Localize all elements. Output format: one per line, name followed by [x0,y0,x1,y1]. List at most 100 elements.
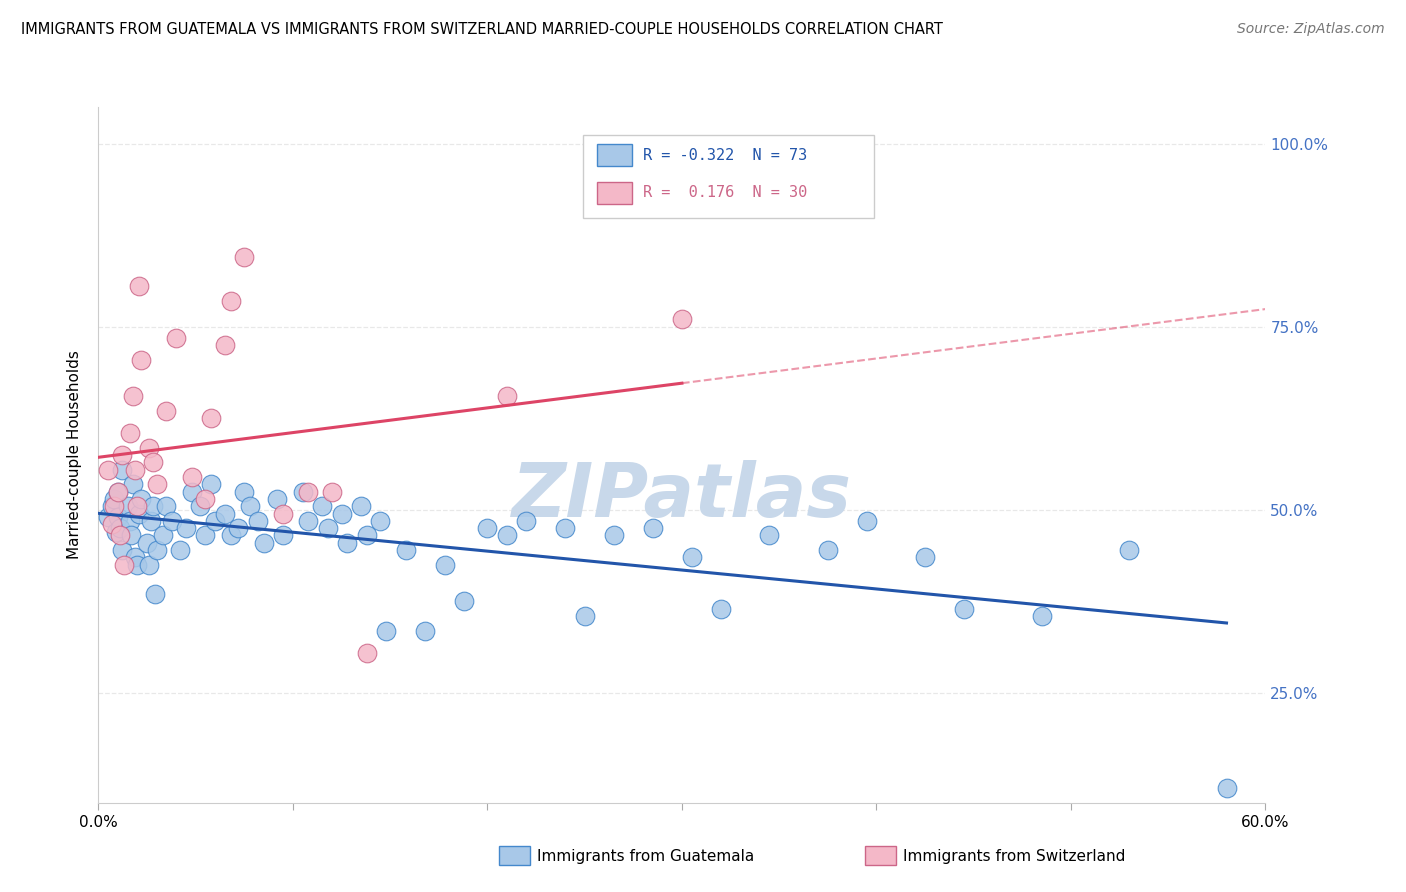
Point [291,484,314,499]
Point [107,510,129,524]
Point [174,521,197,535]
Point [117,499,139,513]
Text: ZIPatlas: ZIPatlas [512,460,852,533]
Point [495,528,517,542]
Point [266,491,288,506]
Point [142,455,165,469]
Point [111,543,134,558]
Point [122,477,145,491]
Point [271,507,294,521]
Point [155,404,177,418]
Point [228,521,250,535]
Point [121,528,143,542]
Point [124,462,146,476]
Point [146,543,169,558]
Point [165,331,187,345]
Text: Immigrants from Guatemala: Immigrants from Guatemala [537,849,755,863]
Y-axis label: Married-couple Households: Married-couple Households [67,351,83,559]
Point [107,484,129,499]
Point [219,528,242,542]
Point [180,484,202,499]
Text: Immigrants from Switzerland: Immigrants from Switzerland [903,849,1125,863]
Point [122,389,145,403]
Point [817,543,839,558]
Point [336,536,359,550]
Point [118,514,141,528]
Point [103,499,125,513]
Point [124,550,146,565]
Point [104,524,127,539]
Point [108,528,131,542]
Text: R = -0.322  N = 73: R = -0.322 N = 73 [644,147,807,162]
Point [129,352,152,367]
Point [112,558,135,572]
FancyBboxPatch shape [596,182,631,204]
Point [477,521,499,535]
Point [681,550,703,565]
Point [330,507,353,521]
Point [97,462,120,476]
Point [214,507,236,521]
Point [200,411,222,425]
Point [603,528,626,542]
Point [855,514,877,528]
Point [138,558,160,572]
Point [1215,781,1237,796]
Point [180,470,202,484]
Point [710,601,733,615]
Point [200,477,222,491]
Point [350,499,373,513]
Point [433,558,456,572]
Point [129,491,152,506]
Point [297,484,319,499]
Point [641,521,664,535]
Point [142,499,165,513]
Point [162,514,184,528]
Point [97,510,120,524]
Point [671,312,693,326]
Point [758,528,780,542]
Point [239,499,262,513]
Point [297,514,319,528]
Point [128,507,150,521]
Point [136,536,159,550]
Point [155,499,177,513]
Point [103,491,125,506]
Point [515,514,537,528]
Point [574,609,596,624]
Point [108,521,131,535]
Point [321,484,343,499]
Point [356,528,378,542]
Point [1031,609,1053,624]
Point [107,484,129,499]
Point [146,477,169,491]
Point [316,521,339,535]
Point [246,514,269,528]
Point [914,550,936,565]
Point [169,543,191,558]
FancyBboxPatch shape [582,135,875,219]
Point [233,250,256,264]
Point [127,558,149,572]
Point [495,389,517,403]
Point [271,528,294,542]
Point [101,499,124,513]
Point [253,536,276,550]
Point [204,514,226,528]
Point [375,624,398,638]
Point [413,624,436,638]
Text: R =  0.176  N = 30: R = 0.176 N = 30 [644,186,807,201]
Point [370,514,392,528]
Point [395,543,418,558]
Point [111,462,134,476]
Point [194,528,217,542]
Point [143,587,166,601]
Point [139,514,162,528]
Point [953,601,976,615]
Point [219,294,242,309]
Point [118,425,141,440]
Point [356,646,378,660]
Point [128,279,150,293]
Point [214,338,236,352]
Point [233,484,256,499]
